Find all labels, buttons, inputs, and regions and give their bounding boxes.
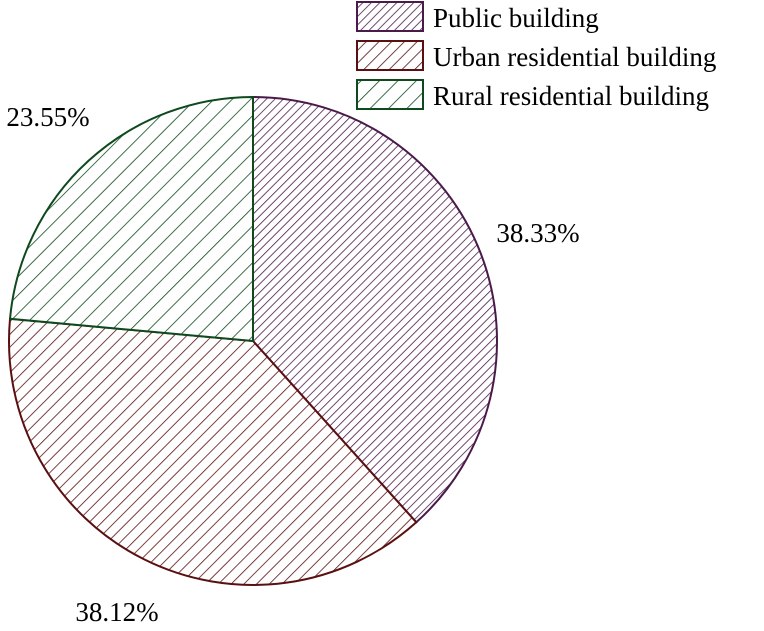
legend-label: Public building <box>433 3 599 33</box>
pie-data-labels: 38.33% 38.12% 23.55% <box>6 102 579 627</box>
legend-item-public-building: Public building <box>356 1 599 33</box>
data-label-urban-residential-building: 38.12% <box>75 597 158 627</box>
pie-slice-public-building <box>252 95 498 524</box>
legend-label: Rural residential building <box>433 81 709 111</box>
legend-swatch <box>356 1 424 32</box>
pie-slices <box>8 95 498 586</box>
data-label-public-building: 38.33% <box>496 218 579 248</box>
legend-swatch <box>356 79 424 110</box>
legend-swatch <box>356 40 424 71</box>
legend-item-rural-residential-building: Rural residential building <box>356 79 709 111</box>
data-label-rural-residential-building: 23.55% <box>6 102 89 132</box>
legend-label: Urban residential building <box>433 42 716 72</box>
pie-slice-urban-residential-building <box>8 317 418 586</box>
legend: Public building Urban residential buildin… <box>356 1 716 111</box>
legend-item-urban-residential-building: Urban residential building <box>356 40 716 72</box>
pie-slice-rural-residential-building <box>8 95 254 343</box>
